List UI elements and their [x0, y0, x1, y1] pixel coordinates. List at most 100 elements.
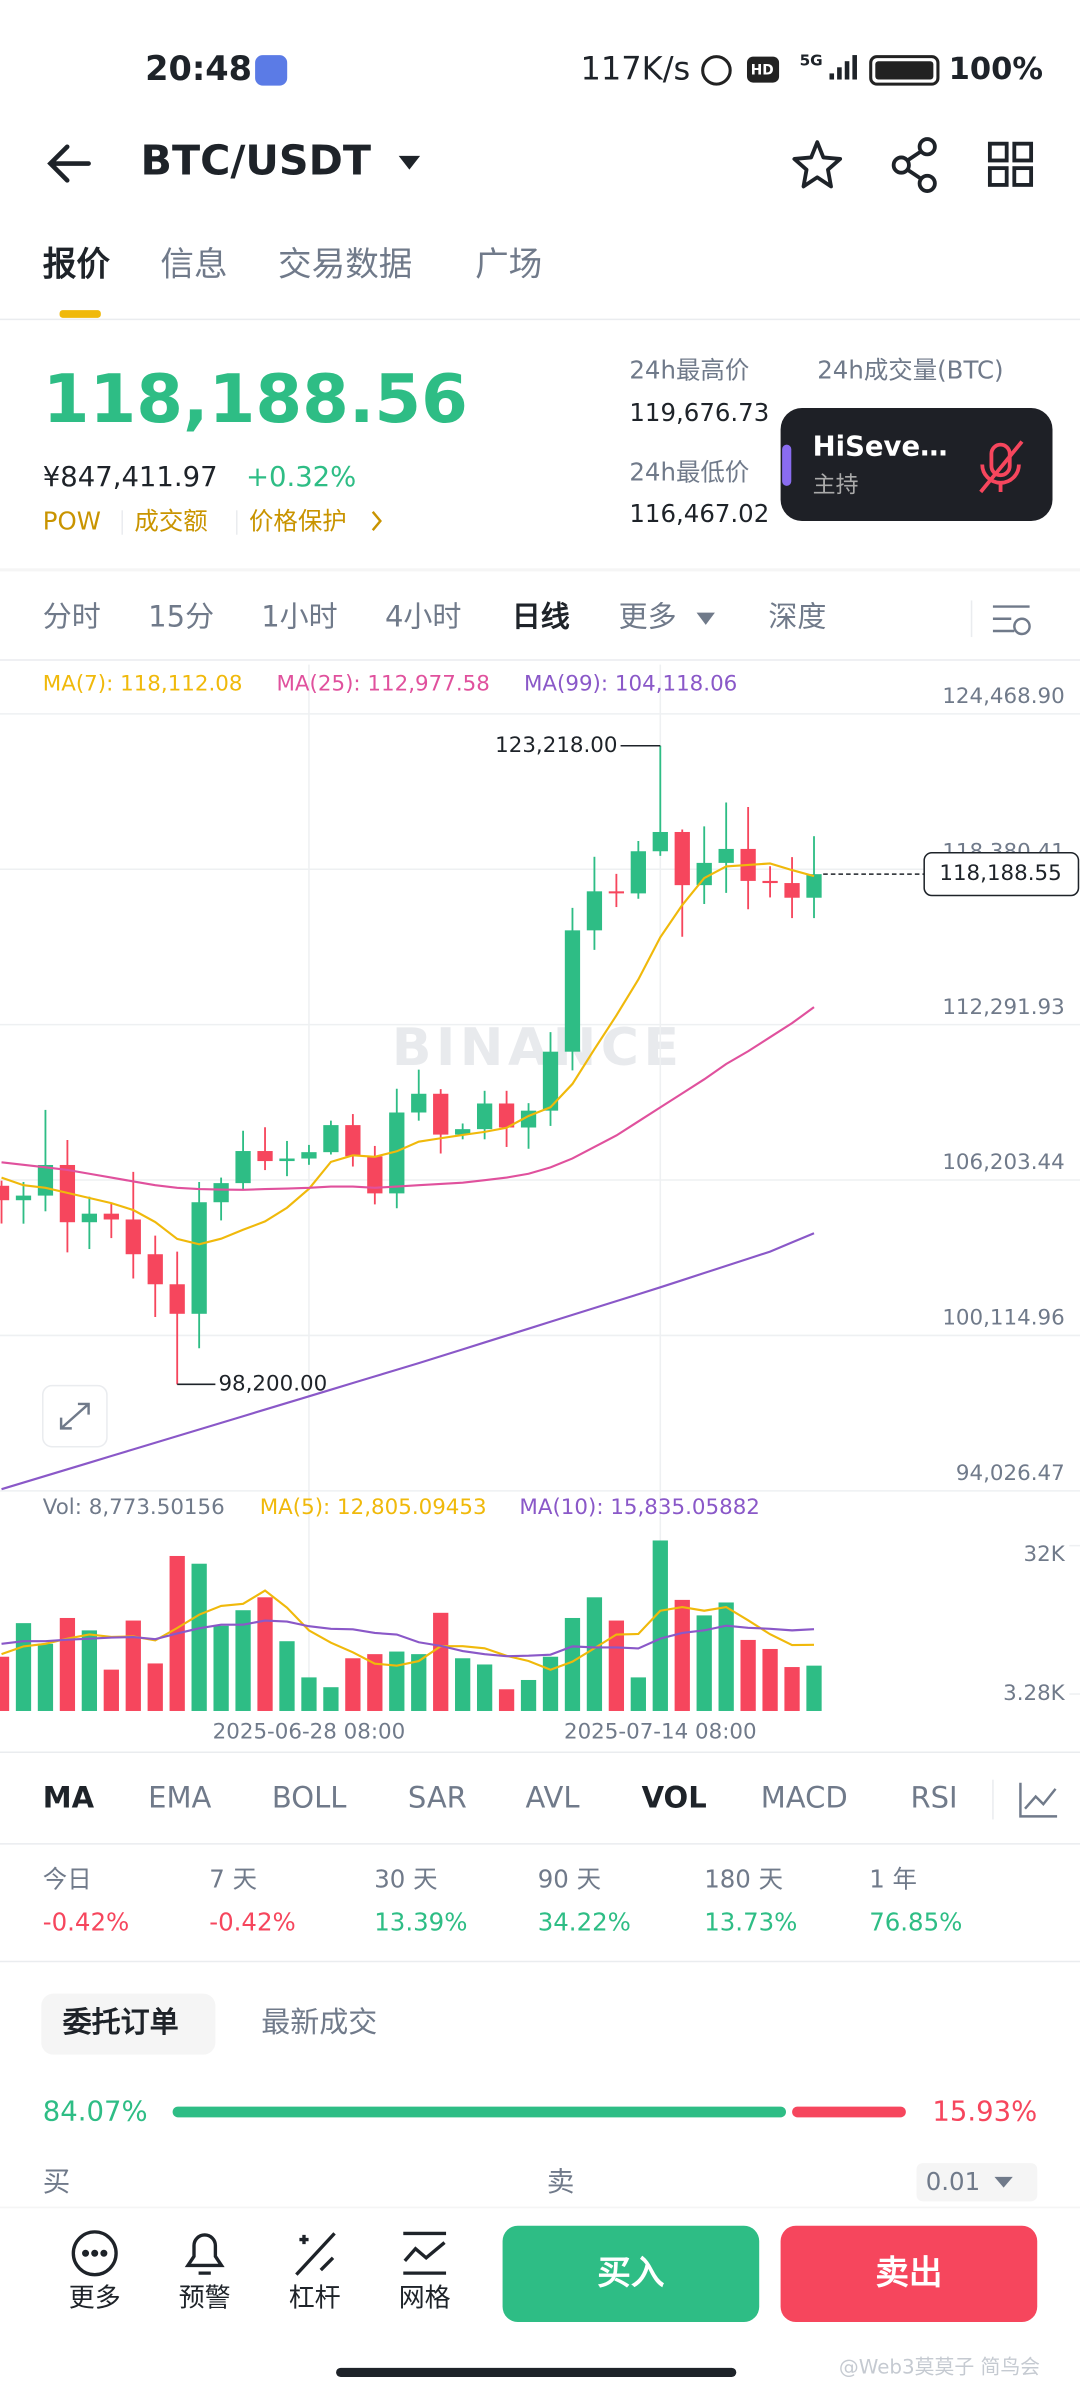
- min-label: 98,200.00: [218, 1371, 327, 1396]
- sell-ratio-bar: [792, 2106, 906, 2118]
- favorite-button[interactable]: [792, 140, 843, 189]
- nav-label[interactable]: 杠杆: [289, 2284, 341, 2314]
- volume-tick-label: 32K: [1024, 1542, 1066, 1567]
- volume-bar: [455, 1658, 471, 1711]
- indicator-tab[interactable]: VOL: [642, 1781, 707, 1815]
- candle-body: [630, 851, 646, 894]
- volume-bar: [323, 1687, 339, 1711]
- candle-body: [257, 1151, 273, 1162]
- price-tag[interactable]: 价格保护: [249, 507, 347, 536]
- price-tag[interactable]: POW: [43, 507, 101, 536]
- sell-button[interactable]: [780, 2225, 1038, 2323]
- volume-legend: Vol: 8,773.50156: [43, 1495, 225, 1520]
- buy-button[interactable]: [502, 2225, 760, 2323]
- order-tab[interactable]: 委托订单: [63, 2005, 179, 2039]
- alert-icon[interactable]: [184, 2233, 225, 2275]
- volume-bar: [213, 1625, 229, 1711]
- step-select[interactable]: [916, 2163, 1038, 2202]
- indicator-tab[interactable]: MACD: [761, 1781, 848, 1815]
- stat-label: 24h最低价: [629, 458, 749, 487]
- credit-watermark: @Web3莫莫子 简鸟会: [839, 2355, 1040, 2378]
- more-icon[interactable]: [71, 2230, 118, 2277]
- y-tick-label: 124,468.90: [942, 684, 1064, 709]
- volume-bar: [81, 1630, 98, 1711]
- battery-icon: [869, 55, 940, 86]
- volume-bar: [696, 1615, 712, 1711]
- interval-tab[interactable]: 更多: [619, 600, 677, 634]
- volume-bar: [476, 1664, 493, 1711]
- tab[interactable]: 报价: [43, 244, 111, 283]
- nav-label[interactable]: 网格: [399, 2284, 451, 2314]
- chevron: [371, 511, 382, 531]
- order-tab[interactable]: 最新成交: [261, 2005, 377, 2039]
- candle-body: [235, 1151, 251, 1184]
- last-price-badge: [923, 852, 1080, 897]
- last-price: 118,188.56: [43, 360, 468, 438]
- interval-tab[interactable]: 分时: [43, 600, 101, 634]
- nav-label[interactable]: 更多: [69, 2284, 121, 2314]
- leverage-icon[interactable]: [295, 2232, 336, 2276]
- period-change: -0.42%: [209, 1907, 295, 1936]
- indicator-tab[interactable]: SAR: [408, 1781, 467, 1815]
- candle-body: [762, 880, 778, 884]
- more-dropdown[interactable]: [696, 612, 715, 625]
- more-grid-button[interactable]: [987, 141, 1034, 187]
- interval-tab[interactable]: 深度: [768, 600, 826, 634]
- interval-tab[interactable]: 15分: [148, 600, 214, 634]
- volume-bar: [301, 1677, 317, 1711]
- chart: BINANCE124,468.90118,380.41112,291.93106…: [0, 664, 1080, 1744]
- grid-icon[interactable]: [403, 2231, 447, 2275]
- candle-body: [125, 1219, 141, 1255]
- candle-body: [301, 1152, 317, 1159]
- pair-dropdown[interactable]: [398, 155, 421, 170]
- indicator-settings-button[interactable]: [1019, 1782, 1058, 1818]
- tab[interactable]: 广场: [475, 244, 542, 283]
- mic-off-icon[interactable]: [979, 440, 1024, 494]
- back-button[interactable]: [47, 144, 91, 183]
- period-label: 今日: [43, 1865, 92, 1894]
- step-dropdown: [994, 2176, 1013, 2188]
- buy-ratio-bar: [172, 2106, 786, 2118]
- volume-bar: [520, 1679, 537, 1711]
- candle-body: [718, 848, 734, 863]
- indicator-tab[interactable]: AVL: [525, 1781, 580, 1815]
- live-overlay[interactable]: HiSeve… 主持: [780, 407, 1053, 521]
- signal-bar: [837, 67, 842, 80]
- active-tab-background: [41, 1993, 216, 2055]
- sell-ratio: 15.93%: [932, 2096, 1037, 2128]
- period-label: 30 天: [374, 1865, 437, 1894]
- indicator-tab[interactable]: BOLL: [272, 1781, 347, 1815]
- volume-bar: [784, 1667, 800, 1711]
- volume-bar: [411, 1654, 427, 1711]
- volume-bar: [345, 1658, 361, 1711]
- signal-bar: [844, 61, 850, 80]
- tab[interactable]: 信息: [160, 244, 227, 283]
- nav-label[interactable]: 预警: [179, 2284, 231, 2314]
- share-button[interactable]: [891, 137, 937, 193]
- indicator-tab[interactable]: RSI: [910, 1781, 957, 1815]
- interval-tab[interactable]: 4小时: [385, 600, 462, 634]
- candle-body: [37, 1164, 54, 1196]
- volume-bar: [279, 1641, 295, 1711]
- interval-tab[interactable]: 日线: [512, 600, 570, 634]
- battery-level: [875, 61, 934, 80]
- indicator-tab[interactable]: MA: [43, 1781, 95, 1815]
- indicator-tab[interactable]: EMA: [148, 1781, 211, 1815]
- candle-body: [696, 862, 712, 886]
- volume-bar: [15, 1623, 32, 1711]
- tab[interactable]: 交易数据: [278, 244, 412, 283]
- y-tick-label: 100,114.96: [942, 1306, 1064, 1331]
- volume-bar: [718, 1602, 734, 1711]
- candle-body: [0, 1185, 10, 1201]
- status-hd: HD: [751, 62, 774, 78]
- candle-body: [608, 891, 625, 894]
- legend-entry: MA(10): 15,835.05882: [519, 1495, 760, 1520]
- chart-settings-button[interactable]: [992, 605, 1031, 636]
- period-label: 7 天: [209, 1865, 257, 1894]
- status-time: 20:48: [145, 49, 252, 88]
- stat-value: 116,467.02: [629, 499, 769, 528]
- candle-body: [15, 1195, 32, 1201]
- price-tag[interactable]: 成交额: [134, 507, 207, 536]
- interval-tab[interactable]: 1小时: [261, 600, 338, 634]
